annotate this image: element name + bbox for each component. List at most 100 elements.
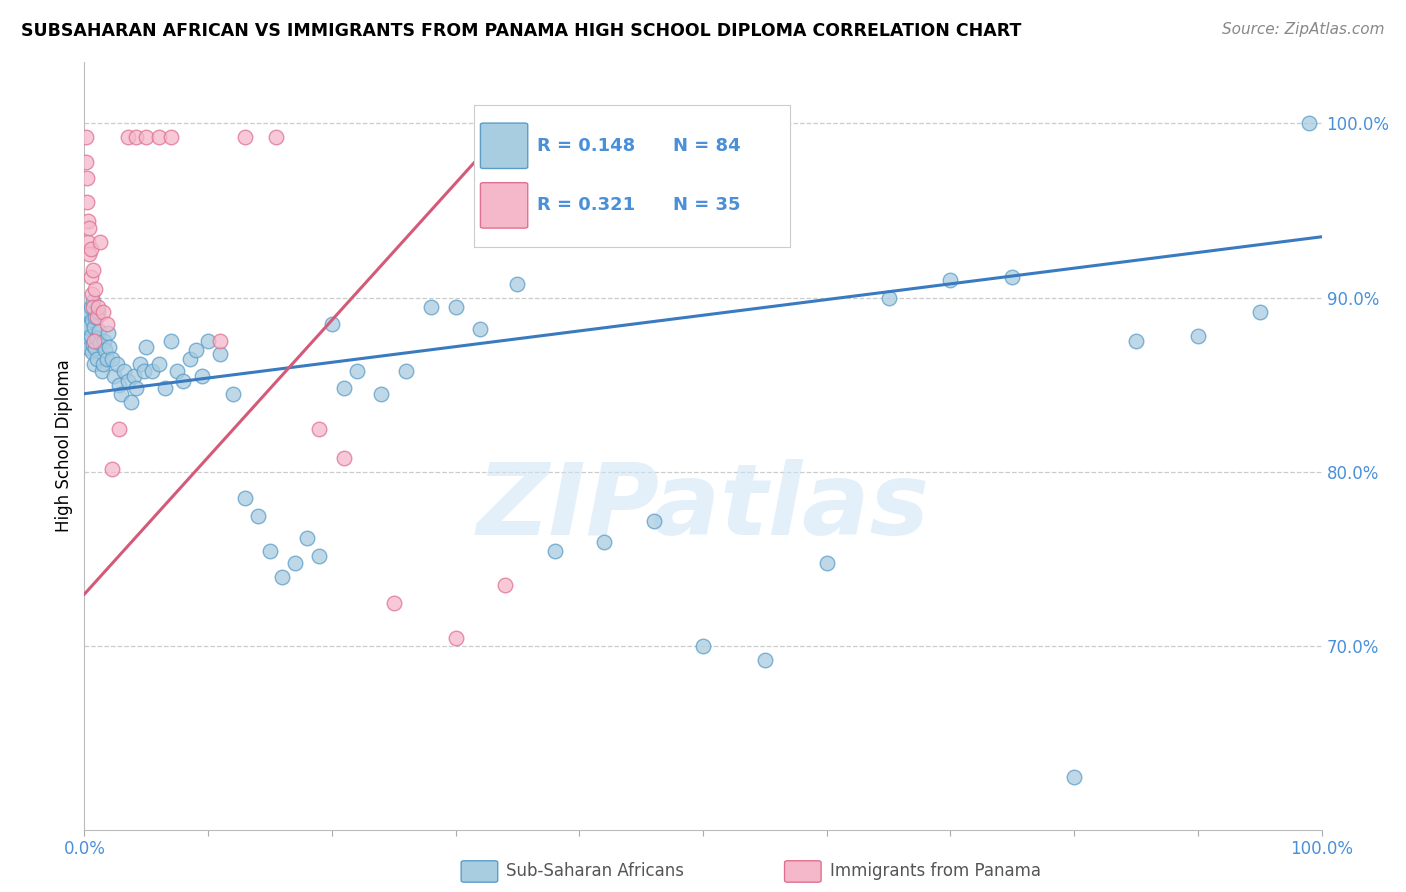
Point xyxy=(100,461,122,475)
Point xyxy=(86,331,108,345)
Point xyxy=(754,653,776,667)
Point xyxy=(125,381,148,395)
Point xyxy=(370,386,392,401)
Point xyxy=(75,130,97,145)
Point xyxy=(84,342,107,356)
Point xyxy=(87,304,110,318)
Point xyxy=(259,543,281,558)
Point xyxy=(233,130,256,145)
Text: SUBSAHARAN AFRICAN VS IMMIGRANTS FROM PANAMA HIGH SCHOOL DIPLOMA CORRELATION CHA: SUBSAHARAN AFRICAN VS IMMIGRANTS FROM PA… xyxy=(21,22,1022,40)
Point xyxy=(333,451,356,466)
Point xyxy=(76,170,98,185)
Point xyxy=(197,334,219,349)
Point xyxy=(470,322,492,336)
Point xyxy=(264,130,287,145)
Point xyxy=(91,304,114,318)
Point xyxy=(815,556,838,570)
Point xyxy=(1001,269,1024,284)
Point xyxy=(80,287,103,301)
Point xyxy=(209,346,232,360)
Point xyxy=(222,386,245,401)
Point xyxy=(135,130,157,145)
Point xyxy=(75,154,97,169)
Point xyxy=(295,532,318,546)
Point xyxy=(112,364,135,378)
Text: Immigrants from Panama: Immigrants from Panama xyxy=(830,863,1040,880)
Point xyxy=(444,631,467,645)
Point xyxy=(90,364,112,378)
Point xyxy=(166,364,188,378)
Point xyxy=(79,300,101,314)
Point xyxy=(117,375,139,389)
Point xyxy=(108,378,131,392)
Point xyxy=(122,369,145,384)
Point xyxy=(79,247,101,261)
Point xyxy=(271,570,294,584)
Point xyxy=(76,317,98,331)
Point xyxy=(89,336,111,351)
Point xyxy=(593,534,616,549)
Point xyxy=(103,369,125,384)
Point xyxy=(82,294,104,309)
Point xyxy=(939,273,962,287)
Point xyxy=(132,364,155,378)
Point xyxy=(308,421,330,435)
Point xyxy=(692,640,714,654)
Point xyxy=(108,421,131,435)
Point xyxy=(643,514,665,528)
Point xyxy=(80,344,103,359)
Point xyxy=(100,351,122,366)
Point xyxy=(91,357,114,371)
Point xyxy=(82,338,104,352)
Point xyxy=(77,334,100,349)
Point xyxy=(84,282,107,296)
Point xyxy=(110,386,132,401)
Point xyxy=(105,357,128,371)
Point xyxy=(148,357,170,371)
Point xyxy=(135,340,157,354)
Point xyxy=(83,357,105,371)
Point xyxy=(80,313,103,327)
Point xyxy=(129,357,152,371)
Point xyxy=(79,304,101,318)
Point xyxy=(1187,329,1209,343)
Point xyxy=(79,221,101,235)
Point xyxy=(172,375,194,389)
Point xyxy=(86,351,108,366)
Point xyxy=(76,194,98,209)
Point xyxy=(98,340,121,354)
Point xyxy=(419,300,441,314)
Point xyxy=(141,364,163,378)
Point xyxy=(77,320,100,334)
Point xyxy=(1249,304,1271,318)
Point xyxy=(395,364,418,378)
Point xyxy=(77,214,100,228)
Point xyxy=(86,310,108,324)
Point xyxy=(1125,334,1147,349)
Point xyxy=(494,578,516,592)
Point xyxy=(308,549,330,563)
Point xyxy=(444,300,467,314)
Point xyxy=(83,334,105,349)
Point xyxy=(382,596,405,610)
Point xyxy=(97,326,120,340)
Point xyxy=(233,491,256,506)
Point xyxy=(148,130,170,145)
Point xyxy=(79,242,101,256)
Point xyxy=(160,130,183,145)
Point xyxy=(75,326,97,340)
Text: ZIPatlas: ZIPatlas xyxy=(477,458,929,556)
Point xyxy=(506,277,529,291)
Point xyxy=(76,306,98,320)
Point xyxy=(77,235,100,249)
Point xyxy=(246,508,269,523)
Point xyxy=(191,369,214,384)
Point xyxy=(82,263,104,277)
Point xyxy=(83,320,105,334)
Point xyxy=(94,343,117,357)
Point xyxy=(79,329,101,343)
Point xyxy=(346,364,368,378)
Point xyxy=(96,317,118,331)
Point xyxy=(89,324,111,338)
Y-axis label: High School Diploma: High School Diploma xyxy=(55,359,73,533)
